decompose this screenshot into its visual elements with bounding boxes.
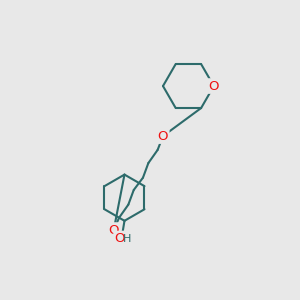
Text: O: O xyxy=(115,232,125,245)
Text: O: O xyxy=(158,130,168,142)
Text: H: H xyxy=(123,233,131,244)
Text: O: O xyxy=(208,80,219,92)
Text: O: O xyxy=(109,224,119,236)
